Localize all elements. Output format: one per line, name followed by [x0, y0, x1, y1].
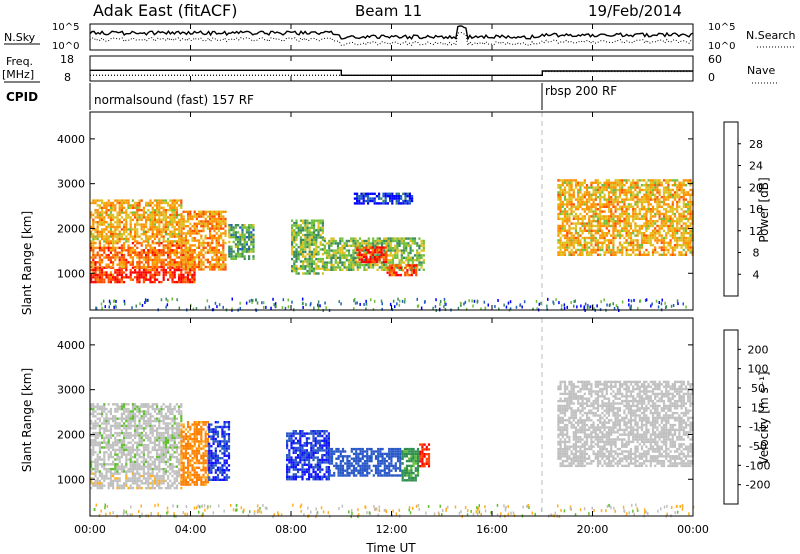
- nsky-label: N.Sky: [4, 31, 36, 44]
- velocity-colorbar-tick-label: -50: [749, 440, 767, 453]
- nsearch-label: N.Search: [746, 29, 796, 42]
- power-colorbar-tick-label: 12: [749, 225, 763, 238]
- power-colorbar-tick-label: 28: [749, 138, 763, 151]
- velocity-colorbar-tick-label: -15: [749, 421, 767, 434]
- velocity-colorbar-tick-label: 200: [748, 343, 769, 356]
- power-region-5: [291, 219, 324, 275]
- velocity-region-4: [286, 430, 330, 481]
- xtick-label: 04:00: [175, 523, 207, 536]
- velocity-region-6: [401, 447, 420, 482]
- noise-sky-line: [89, 25, 694, 41]
- velocity-region-7: [419, 443, 431, 468]
- xtick-label: 00:00: [677, 523, 709, 536]
- power-region-9: [353, 192, 414, 205]
- velocity-data-layer: [90, 380, 695, 519]
- power-colorbar-tick-label: 8: [753, 247, 760, 260]
- velocity-panel: [89, 317, 695, 519]
- nave-line: [90, 70, 693, 76]
- power-ylabel: Slant Range [km]: [20, 211, 34, 315]
- velocity-region-2: [180, 421, 209, 486]
- power-colorbar-tick-label: 16: [749, 203, 763, 216]
- velocity-region-8: [557, 380, 694, 468]
- power-colorbar-tick-label: 24: [749, 160, 763, 173]
- power-colorbar: 4 8 12 16 20 24 28: [723, 121, 763, 297]
- velocity-region-0: [90, 472, 183, 490]
- xtick-label: 16:00: [476, 523, 508, 536]
- nave-tick-top: 60: [708, 53, 722, 66]
- freq-tick-top: 18: [60, 53, 74, 66]
- beam-title: Beam 11: [355, 2, 422, 20]
- velocity-ytick-label: 1000: [57, 473, 85, 486]
- xtick-label: 12:00: [376, 523, 408, 536]
- velocity-colorbar-tick-label: 15: [751, 401, 765, 414]
- velocity-region-3: [208, 421, 231, 481]
- x-axis-label: Time UT: [365, 541, 416, 554]
- power-colorbar-tick-label: 4: [753, 268, 760, 281]
- velocity-colorbar-tick-label: 100: [748, 363, 769, 376]
- freq-label: Freq.: [6, 55, 33, 68]
- date-title: 19/Feb/2014: [588, 2, 682, 20]
- station-title: Adak East (fitACF): [93, 1, 237, 20]
- xtick-label: 20:00: [577, 523, 609, 536]
- y-axis-ticks: 1000 1000 2000 2000 3000 3000 4000 4000: [57, 133, 693, 486]
- cpid-label: CPID: [6, 90, 38, 104]
- power-colorbar-frame: [723, 121, 739, 297]
- power-region-8: [386, 264, 418, 277]
- power-ytick-label: 2000: [57, 222, 85, 235]
- power-colorbar-label: Power [dB]: [757, 177, 771, 242]
- velocity-colorbar-frame: [723, 329, 739, 505]
- power-region-7: [356, 246, 388, 264]
- velocity-region-5: [328, 447, 404, 477]
- power-colorbar-tick-label: 20: [749, 181, 763, 194]
- freq-unit: [MHz]: [2, 68, 34, 81]
- nsearch-tick-bottom: 10^0: [708, 41, 735, 52]
- xtick-label: 00:00: [74, 523, 106, 536]
- power-ytick-label: 3000: [57, 178, 85, 191]
- power-region-2: [90, 199, 183, 243]
- power-ytick-label: 4000: [57, 133, 85, 146]
- velocity-colorbar-tick-label: -100: [746, 459, 771, 472]
- nsearch-tick-top: 10^5: [708, 22, 735, 33]
- freq-tick-bottom: 8: [64, 71, 71, 84]
- velocity-ytick-label: 4000: [57, 339, 85, 352]
- cpid-segment-rbsp: rbsp 200 RF: [545, 84, 617, 98]
- velocity-ytick-label: 2000: [57, 428, 85, 441]
- power-region-1: [90, 241, 192, 269]
- velocity-region-1: [90, 403, 183, 473]
- nave-label: Nave: [747, 64, 775, 77]
- velocity-colorbar-label: Velocity [m s⁻¹]: [757, 371, 771, 464]
- power-panel: [89, 111, 694, 312]
- nsky-tick-top: 10^5: [52, 22, 79, 33]
- power-region-3: [180, 210, 227, 271]
- x-axis-ticks: 00:00 04:00 08:00 12:00 16:00 20:00 00:00: [74, 24, 709, 536]
- nsky-tick-bottom: 10^0: [52, 41, 79, 52]
- velocity-ylabel: Slant Range [km]: [20, 368, 34, 472]
- velocity-colorbar-tick-label: -200: [746, 479, 771, 492]
- xtick-label: 08:00: [275, 523, 307, 536]
- velocity-colorbar: 200 100 50 15 -15 -50 -100 -200: [723, 329, 771, 505]
- power-ytick-label: 1000: [57, 267, 85, 280]
- power-region-4: [228, 224, 255, 260]
- nave-tick-bottom: 0: [708, 71, 715, 84]
- velocity-colorbar-tick-label: 50: [751, 382, 765, 395]
- velocity-near-range-scatter: [93, 503, 695, 519]
- velocity-ytick-label: 3000: [57, 384, 85, 397]
- cpid-segment-normalsound: normalsound (fast) 157 RF: [94, 93, 254, 107]
